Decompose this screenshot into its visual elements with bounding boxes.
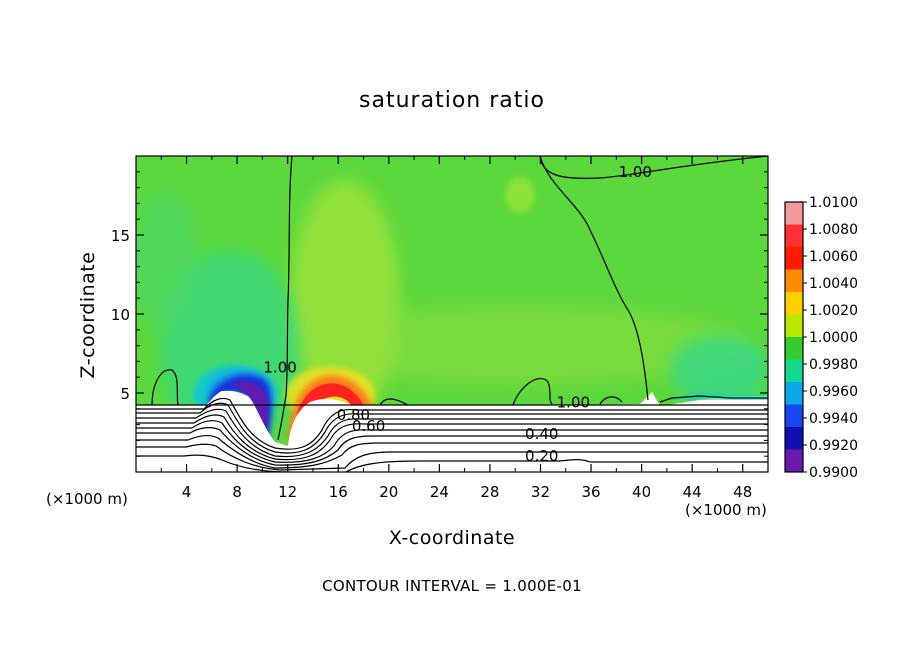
colorbar-segment: [785, 202, 803, 225]
colorbar-label: 1.0040: [809, 276, 858, 292]
colorbar-label: 1.0060: [809, 249, 858, 265]
colorbar-label: 1.0080: [809, 222, 858, 238]
x-tick-label: 32: [531, 483, 550, 501]
x-tick-label: 8: [232, 483, 242, 501]
x-tick-label: 36: [581, 483, 600, 501]
colorbar-label: 1.0000: [809, 330, 858, 346]
contour-lines: [136, 156, 768, 472]
contour-label: 0.80: [337, 406, 370, 424]
x-tick-label: 44: [683, 483, 702, 501]
x-unit-label-left: (×1000 m): [46, 490, 128, 508]
x-tick-label: 16: [329, 483, 348, 501]
colorbar-label: 0.9920: [809, 438, 858, 454]
colorbar-segment: [785, 269, 803, 293]
colorbar-label: 0.9940: [809, 411, 858, 427]
x-tick-label: 40: [632, 483, 651, 501]
contour-labels: 1.00 1.00 1.00 0.800.60 0.40 0.20: [263, 163, 652, 465]
colorbar-label: 0.9960: [809, 384, 858, 400]
y-tick-label: 10: [111, 306, 130, 324]
x-tick-label: 24: [430, 483, 449, 501]
contour-label: 1.00: [263, 359, 296, 377]
colorbar-label: 1.0020: [809, 303, 858, 319]
contour-label: 0.20: [525, 447, 558, 465]
colorbar-segment: [785, 337, 803, 360]
x-tick-label: 28: [480, 483, 499, 501]
x-axis-label: X-coordinate: [388, 527, 516, 549]
colorbar-segment: [785, 292, 803, 315]
colorbar-segment: [785, 247, 803, 270]
colorbar-segment: [785, 427, 803, 450]
contour-interval-note: CONTOUR INTERVAL = 1.000E-01: [322, 577, 582, 595]
x-axis-ticks: 4 8 12 16 20 24 28 32 36 40 44 48: [160, 156, 752, 501]
colorbar: 1.0100 1.0080 1.0060 1.0040 1.0020 1.0000 0.99…: [784, 195, 858, 481]
x-tick-label: 12: [278, 483, 297, 501]
y-tick-label: 15: [111, 227, 130, 245]
y-axis-ticks: 5 10 15: [111, 171, 768, 457]
colorbar-label: 0.9980: [809, 357, 858, 373]
colorbar-segment: [785, 359, 803, 383]
colorbar-segment: [785, 449, 803, 473]
contour-label: 1.00: [557, 393, 590, 411]
contour-label: 0.40: [525, 425, 558, 443]
chart-title: saturation ratio: [359, 88, 545, 113]
x-tick-label: 20: [379, 483, 398, 501]
contour-label: 1.00: [619, 163, 652, 181]
colorbar-segment: [785, 224, 803, 248]
colorbar-segment: [785, 314, 803, 338]
colorbar-segment: [785, 382, 803, 405]
contour-label: 0.60: [352, 417, 385, 435]
y-tick-label: 5: [120, 385, 130, 403]
colorbar-segment: [785, 404, 803, 428]
x-tick-label: 48: [733, 483, 752, 501]
colorbar-label: 0.9900: [809, 465, 858, 481]
colorbar-label: 1.0100: [809, 195, 858, 211]
x-unit-label-right: (×1000 m): [685, 501, 767, 519]
x-tick-label: 4: [182, 483, 192, 501]
